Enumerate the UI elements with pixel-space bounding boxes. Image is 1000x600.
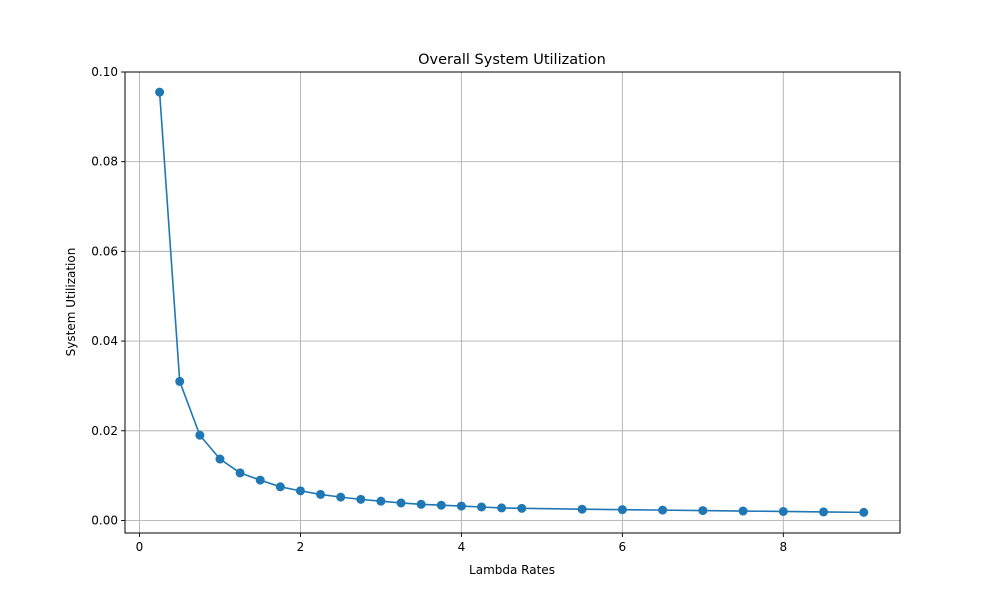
data-point bbox=[456, 501, 466, 511]
data-point bbox=[396, 498, 406, 508]
data-point bbox=[255, 475, 265, 485]
chart-title: Overall System Utilization bbox=[418, 52, 606, 68]
y-tick-label: 0.08 bbox=[91, 155, 118, 169]
data-point bbox=[275, 482, 285, 492]
x-tick-label: 8 bbox=[779, 540, 787, 554]
data-point bbox=[698, 506, 708, 516]
data-point bbox=[658, 505, 668, 515]
y-tick-label: 0.00 bbox=[91, 513, 118, 527]
x-axis: 0 2 4 6 8 bbox=[136, 533, 787, 554]
plot-frame bbox=[124, 71, 901, 534]
y-tick-label: 0.02 bbox=[91, 424, 118, 438]
data-point bbox=[819, 507, 829, 517]
data-point bbox=[859, 507, 869, 517]
y-axis-title: System Utilization bbox=[64, 248, 78, 357]
y-tick-label: 0.10 bbox=[91, 65, 118, 79]
y-axis: 0.00 0.02 0.04 0.06 0.08 0.10 bbox=[91, 65, 125, 527]
data-point bbox=[738, 506, 748, 516]
data-point bbox=[356, 494, 366, 504]
x-tick-label: 2 bbox=[297, 540, 305, 554]
data-point bbox=[577, 504, 587, 514]
data-point bbox=[195, 430, 205, 440]
data-point bbox=[336, 492, 346, 502]
x-tick-label: 6 bbox=[619, 540, 627, 554]
series-polyline bbox=[158, 92, 864, 514]
data-point bbox=[155, 87, 165, 97]
data-point bbox=[316, 489, 326, 499]
data-point bbox=[617, 505, 627, 515]
series-line bbox=[158, 92, 864, 514]
data-point bbox=[295, 486, 305, 496]
x-axis-title: Lambda Rates bbox=[469, 563, 555, 577]
y-tick-label: 0.06 bbox=[91, 244, 118, 258]
data-point bbox=[215, 454, 225, 464]
data-points bbox=[155, 87, 869, 517]
data-point bbox=[416, 499, 426, 509]
grid bbox=[125, 71, 900, 533]
data-point bbox=[175, 376, 185, 386]
data-point bbox=[436, 500, 446, 510]
data-point bbox=[477, 502, 487, 512]
x-tick-label: 4 bbox=[458, 540, 466, 554]
data-point bbox=[497, 503, 507, 513]
data-point bbox=[778, 506, 788, 516]
data-point bbox=[376, 496, 386, 506]
x-tick-label: 0 bbox=[136, 540, 144, 554]
data-point bbox=[235, 468, 245, 478]
data-point bbox=[517, 503, 527, 513]
y-tick-label: 0.04 bbox=[91, 334, 118, 348]
